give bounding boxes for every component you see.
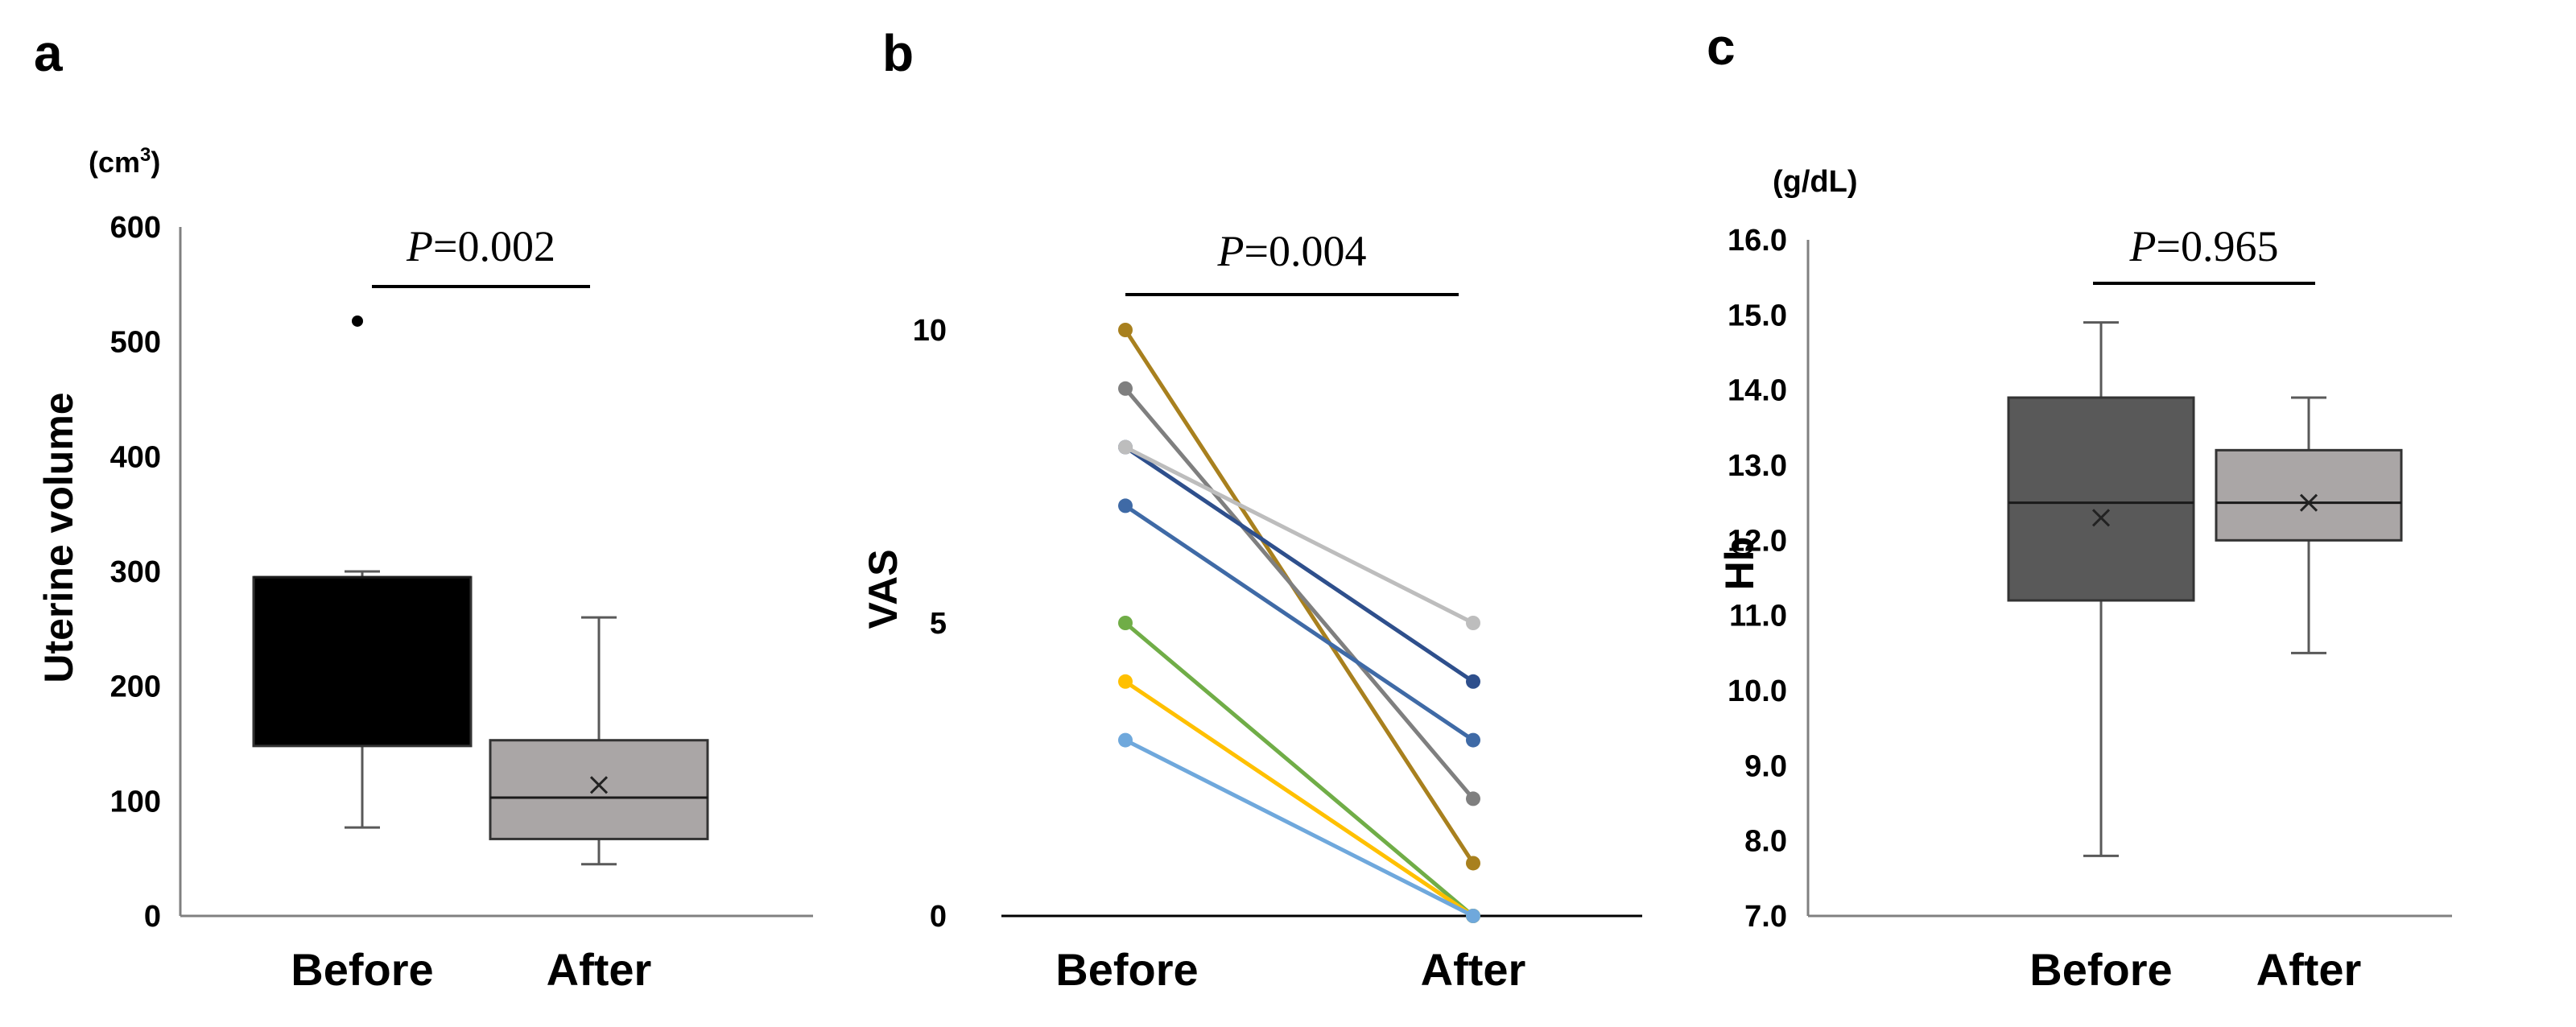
box-after: [489, 616, 709, 866]
x-tick-label: Before: [1055, 944, 1198, 995]
p-value-c: P=0.965: [2129, 222, 2279, 270]
y-tick-label: 12.0: [1728, 524, 1787, 558]
y-axis-label-a: Uterine volume: [36, 392, 81, 683]
y-tick-label: 8.0: [1744, 825, 1787, 859]
box-iqr: [2007, 396, 2195, 602]
box-iqr: [489, 739, 709, 840]
mean-marker: [2091, 509, 2111, 527]
box-iqr: [2215, 448, 2403, 542]
y-tick-label: 600: [110, 211, 161, 245]
data-point-after: [1466, 909, 1480, 923]
x-tick-label: After: [547, 944, 652, 995]
y-tick-label: 7.0: [1744, 900, 1787, 934]
data-point-after: [1466, 674, 1480, 689]
y-tick-label: 5: [930, 607, 947, 641]
x-tick-label: Before: [2029, 944, 2172, 995]
y-unit-a: (cm3): [89, 144, 160, 179]
series-line: [1118, 616, 1480, 923]
x-tick-label: After: [1421, 944, 1526, 995]
series-line: [1118, 439, 1480, 689]
series-line: [1118, 498, 1480, 748]
x-tick-label: Before: [291, 944, 433, 995]
series-segment: [1124, 445, 1475, 625]
y-tick-label: 0: [930, 900, 947, 934]
data-point-after: [1466, 732, 1480, 748]
series-line: [1118, 674, 1480, 923]
panel-a: a (cm3) Uterine volume 0 100 200 300 400 500 6…: [34, 24, 813, 995]
p-value-a: P=0.002: [406, 222, 555, 270]
y-axis-label-b: VAS: [861, 549, 906, 629]
box-after: [2215, 396, 2403, 654]
y-tick-label: 10: [913, 314, 947, 348]
data-point-after: [1466, 791, 1480, 806]
data-point-before: [1118, 498, 1133, 514]
panel-c: c (g/dL) Hb 7.0 8.0 9.0 10.0 11.0 12.0 13.0 14.…: [1707, 18, 2452, 995]
y-tick-label: 16.0: [1728, 224, 1787, 258]
y-tick-label: 400: [110, 440, 161, 474]
data-point-before: [1118, 674, 1133, 689]
data-point-after: [1466, 616, 1480, 630]
data-point-before: [1118, 732, 1133, 748]
outlier-point: [352, 315, 363, 327]
series-segment: [1124, 445, 1475, 683]
data-point-before: [1118, 616, 1133, 630]
series-segment: [1124, 504, 1475, 742]
y-tick-label: 9.0: [1744, 749, 1787, 783]
data-point-before: [1118, 381, 1133, 396]
y-tick-label: 300: [110, 555, 161, 589]
series-line: [1118, 381, 1480, 806]
series-segment: [1124, 387, 1475, 801]
box-before: [252, 315, 473, 829]
panel-label-a: a: [34, 24, 63, 82]
p-value-b: P=0.004: [1217, 227, 1367, 275]
series-segment: [1124, 679, 1475, 918]
box-iqr: [252, 575, 473, 748]
series-segment: [1124, 621, 1475, 918]
y-tick-label: 200: [110, 670, 161, 704]
box-before: [2007, 321, 2195, 857]
data-point-after: [1466, 856, 1480, 871]
panel-label-c: c: [1707, 18, 1736, 76]
data-point-before: [1118, 323, 1133, 337]
y-tick-label: 100: [110, 785, 161, 819]
panel-label-b: b: [882, 24, 914, 82]
y-tick-label: 500: [110, 326, 161, 360]
y-tick-label: 15.0: [1728, 299, 1787, 332]
mean-marker: [2299, 493, 2318, 512]
data-point-before: [1118, 439, 1133, 455]
series-segment: [1124, 738, 1475, 918]
y-tick-label: 13.0: [1728, 449, 1787, 483]
y-unit-c: (g/dL): [1773, 165, 1858, 199]
panel-b: b VAS 0 5 10 Before After P=0.004: [861, 24, 1642, 995]
series-line: [1118, 732, 1480, 923]
y-tick-label: 14.0: [1728, 374, 1787, 408]
y-tick-label: 10.0: [1728, 674, 1787, 708]
x-tick-label: After: [2256, 944, 2362, 995]
y-axis-label-c: Hb: [1717, 537, 1762, 591]
y-tick-label: 11.0: [1729, 600, 1787, 633]
mean-marker: [589, 776, 609, 794]
y-tick-label: 0: [144, 900, 161, 934]
series-line: [1118, 439, 1480, 630]
